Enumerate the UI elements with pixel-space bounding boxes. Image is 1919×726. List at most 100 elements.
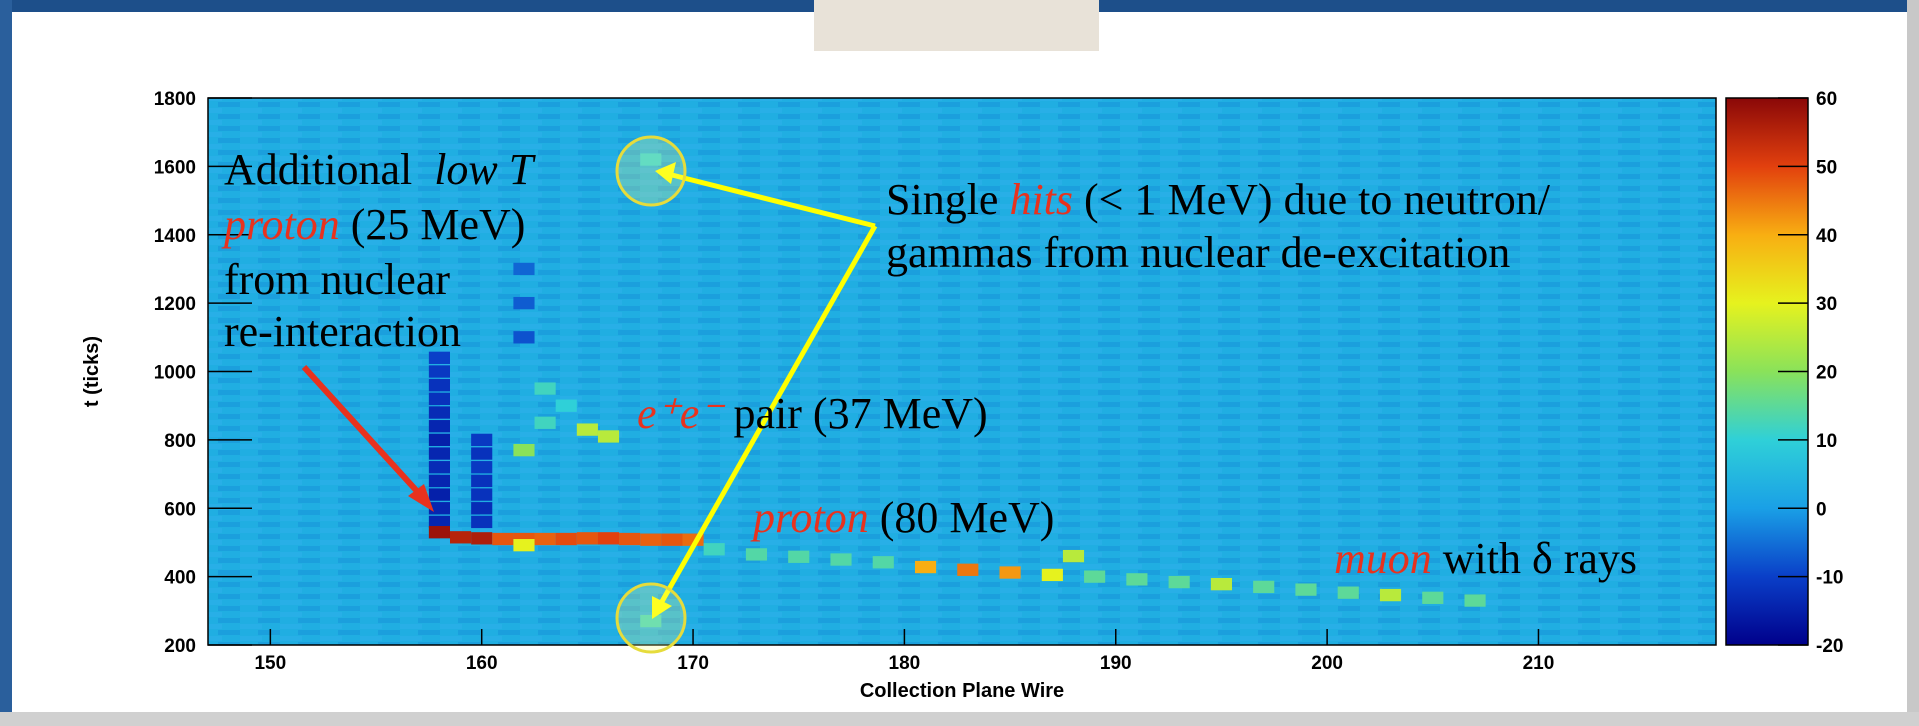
heatmap-cell: [429, 434, 450, 446]
annotation-part: hits: [1009, 175, 1073, 224]
y-axis-label: t (ticks): [81, 336, 103, 407]
heatmap-cell: [1126, 573, 1147, 585]
heatmap-cell: [471, 461, 492, 473]
heatmap-cell: [513, 444, 534, 456]
heatmap-cell: [513, 331, 534, 343]
y-tick-label: 600: [164, 499, 196, 520]
heatmap-cell: [1042, 569, 1063, 581]
colorbar-tick-label: 30: [1816, 294, 1837, 315]
heatmap-cell: [450, 531, 471, 543]
heatmap-cell: [577, 532, 598, 544]
heatmap-cell: [513, 263, 534, 275]
chart: 2004006008001000120014001600180015016017…: [0, 0, 1919, 726]
heatmap-cell: [661, 534, 682, 546]
heatmap-cell: [704, 543, 725, 555]
colorbar-tick-label: -10: [1816, 568, 1843, 589]
highlight-circle: [617, 584, 685, 652]
heatmap-cell: [471, 502, 492, 514]
annotation-part: (< 1 MeV) due to neutron/: [1073, 175, 1551, 224]
highlight-circle: [617, 137, 685, 205]
heatmap-cell: [1000, 566, 1021, 578]
annotation: e⁺e⁻ pair (37 MeV): [637, 389, 988, 438]
y-tick-label: 1600: [154, 157, 196, 178]
heatmap-cell: [556, 533, 577, 545]
colorbar-tick-label: 60: [1816, 89, 1837, 110]
heatmap-cell: [513, 539, 534, 551]
heatmap-cell: [429, 379, 450, 391]
heatmap-cell: [1253, 581, 1274, 593]
heatmap-cell: [915, 561, 936, 573]
y-tick-label: 1400: [154, 226, 196, 247]
annotation-part: muon: [1334, 534, 1432, 583]
heatmap-cell: [556, 400, 577, 412]
annotation-part: Additional: [224, 145, 434, 194]
annotation: gammas from nuclear de-excitation: [886, 228, 1510, 277]
heatmap-cell: [429, 365, 450, 377]
annotation-part: e⁺e⁻: [637, 389, 726, 438]
heatmap-cell: [1295, 583, 1316, 595]
heatmap-cell: [788, 551, 809, 563]
y-tick-label: 1000: [154, 363, 196, 384]
heatmap-cell: [471, 447, 492, 459]
heatmap-cell: [640, 534, 661, 546]
x-tick-label: 210: [1523, 653, 1555, 674]
annotation-part: (80 MeV): [869, 493, 1055, 542]
heatmap-cell: [429, 526, 450, 538]
annotation-part: proton: [221, 200, 340, 249]
annotation-part: pair (37 MeV): [723, 389, 988, 438]
x-tick-label: 150: [254, 653, 286, 674]
heatmap-cell: [873, 556, 894, 568]
annotation-part: gammas from nuclear de-excitation: [886, 228, 1510, 277]
heatmap-cell: [513, 297, 534, 309]
heatmap-cell: [830, 553, 851, 565]
heatmap-cell: [535, 382, 556, 394]
x-tick-label: 180: [889, 653, 921, 674]
bottom-border: [0, 712, 1919, 726]
heatmap-cell: [957, 564, 978, 576]
heatmap-cell: [1169, 576, 1190, 588]
heatmap-cell: [619, 533, 640, 545]
heatmap-cell: [598, 532, 619, 544]
colorbar-tick-label: 20: [1816, 363, 1837, 384]
heatmap-cell: [1211, 578, 1232, 590]
heatmap-cell: [429, 406, 450, 418]
heatmap-cell: [429, 447, 450, 459]
y-tick-label: 400: [164, 568, 196, 589]
heatmap-cell: [1063, 550, 1084, 562]
colorbar-tick-label: 10: [1816, 431, 1837, 452]
annotation-part: re-interaction: [224, 307, 461, 356]
heatmap-cell: [471, 532, 492, 544]
heatmap-cell: [1380, 589, 1401, 601]
annotation-part: (25 MeV): [340, 200, 526, 249]
heatmap-cell: [471, 488, 492, 500]
annotation: from nuclear: [224, 255, 450, 304]
heatmap-cell: [471, 516, 492, 528]
x-tick-label: 200: [1311, 653, 1343, 674]
annotation: re-interaction: [224, 307, 461, 356]
annotation-part: proton: [750, 493, 869, 542]
y-tick-label: 1800: [154, 89, 196, 110]
heatmap-cell: [1084, 570, 1105, 582]
heatmap-cell: [429, 488, 450, 500]
annotation: muon with δ rays: [1334, 534, 1637, 583]
y-tick-label: 1200: [154, 294, 196, 315]
colorbar-tick-label: 40: [1816, 226, 1837, 247]
top-tab: [814, 0, 1099, 51]
heatmap-cell: [429, 461, 450, 473]
heatmap-cell: [598, 430, 619, 442]
colorbar-tick-label: 50: [1816, 157, 1837, 178]
left-band: [0, 0, 12, 726]
x-tick-label: 190: [1100, 653, 1132, 674]
y-tick-label: 800: [164, 431, 196, 452]
annotation-part: Single: [886, 175, 1009, 224]
heatmap-cell: [492, 533, 513, 545]
annotation-part: low T: [434, 145, 537, 194]
heatmap-cell: [746, 548, 767, 560]
y-tick-label: 200: [164, 636, 196, 657]
heatmap-cell: [1338, 587, 1359, 599]
heatmap-cell: [471, 434, 492, 446]
colorbar-tick-label: -20: [1816, 636, 1843, 657]
annotation-part: from nuclear: [224, 255, 450, 304]
annotation: Additional low T: [224, 145, 537, 194]
annotation: proton (80 MeV): [750, 493, 1054, 542]
